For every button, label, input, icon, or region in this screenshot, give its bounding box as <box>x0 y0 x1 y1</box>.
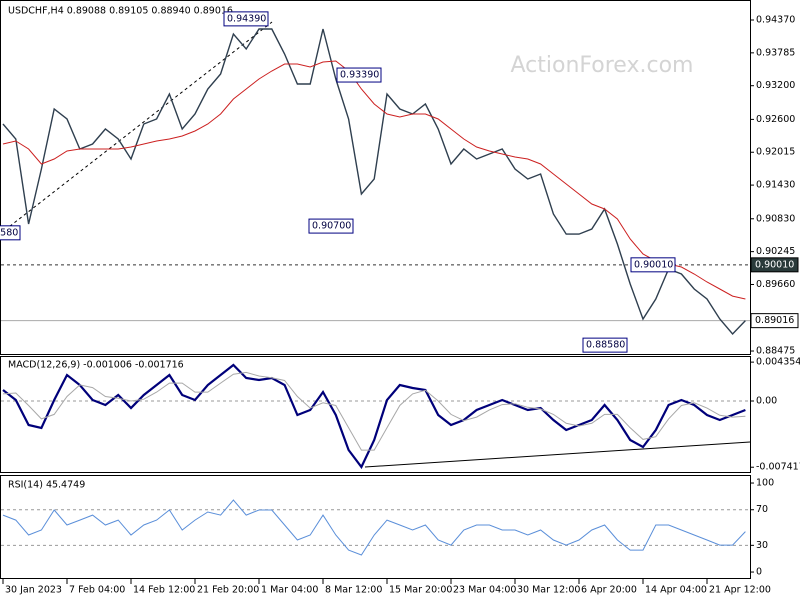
y-tick-label: 0.92600 <box>756 114 795 125</box>
level-label: 0.89016 <box>755 315 794 326</box>
x-tick-label: 14 Feb 12:00 <box>133 585 195 596</box>
y-tick-label: 0.93785 <box>756 47 795 58</box>
y-tick-label: 0.004354 <box>756 357 800 368</box>
series-line <box>2 363 746 470</box>
annotation-box <box>630 257 676 273</box>
y-tick-label: 70 <box>756 504 768 515</box>
annotation-box <box>0 225 21 241</box>
macd-panel-frame <box>0 356 751 473</box>
level-box <box>750 257 799 273</box>
x-tick-label: 8 Mar 12:00 <box>325 585 382 596</box>
annotation-label: 0.90580 <box>0 227 18 238</box>
x-tick-label: 23 Mar 04:00 <box>453 585 516 596</box>
x-tick-label: 30 Jan 2023 <box>5 585 62 596</box>
y-tick-label: 0.90245 <box>756 246 795 257</box>
macd-title: MACD(12,26,9) -0.001006 -0.001716 <box>8 360 184 371</box>
trend-line <box>4 21 273 231</box>
annotation-label: 0.94390 <box>227 13 266 24</box>
series-line <box>2 371 746 451</box>
annotation-label: 0.93390 <box>340 70 379 81</box>
annotation-label: 0.88580 <box>586 340 625 351</box>
price-panel-frame <box>0 0 751 355</box>
y-tick-label: 100 <box>756 478 774 489</box>
y-tick-label: 30 <box>756 540 768 551</box>
series-line <box>2 499 746 556</box>
trend-line <box>364 441 751 468</box>
rsi-title: RSI(14) 45.4749 <box>8 480 85 491</box>
annotation-label: 0.90700 <box>312 221 351 232</box>
y-tick-label: 0.91430 <box>756 180 795 191</box>
y-tick-label: 0.00 <box>756 396 777 407</box>
annotation-label: 0.90010 <box>634 259 673 270</box>
y-tick-label: 0.92015 <box>756 147 795 158</box>
x-tick-label: 7 Feb 04:00 <box>69 585 125 596</box>
x-tick-label: 30 Mar 12:00 <box>517 585 580 596</box>
annotation-box <box>308 218 354 234</box>
level-label: 0.90010 <box>755 259 794 270</box>
y-tick-label: 0.93200 <box>756 80 795 91</box>
price-title: USDCHF,H4 0.89088 0.89105 0.88940 0.8901… <box>8 6 233 17</box>
y-tick-label: -0.007417 <box>756 462 800 473</box>
rsi-panel-frame <box>0 475 751 579</box>
series-line <box>2 60 746 300</box>
x-tick-label: 6 Apr 20:00 <box>581 585 637 596</box>
annotation-box <box>582 337 628 353</box>
y-tick-label: 0.89660 <box>756 279 795 290</box>
watermark: ActionForex.com <box>511 53 694 78</box>
y-tick-label: 0.94370 <box>756 15 795 26</box>
y-tick-label: 0.88475 <box>756 346 795 357</box>
y-tick-label: 0.90830 <box>756 213 795 224</box>
annotation-box <box>336 67 382 83</box>
x-tick-label: 15 Mar 20:00 <box>389 585 452 596</box>
x-tick-label: 21 Feb 20:00 <box>197 585 259 596</box>
series-line <box>2 28 746 336</box>
annotation-box <box>223 11 269 27</box>
x-tick-label: 1 Mar 04:00 <box>261 585 318 596</box>
y-tick-label: 0 <box>756 567 762 578</box>
x-tick-label: 21 Apr 12:00 <box>709 585 771 596</box>
level-box <box>750 313 799 329</box>
x-tick-label: 14 Apr 04:00 <box>645 585 707 596</box>
